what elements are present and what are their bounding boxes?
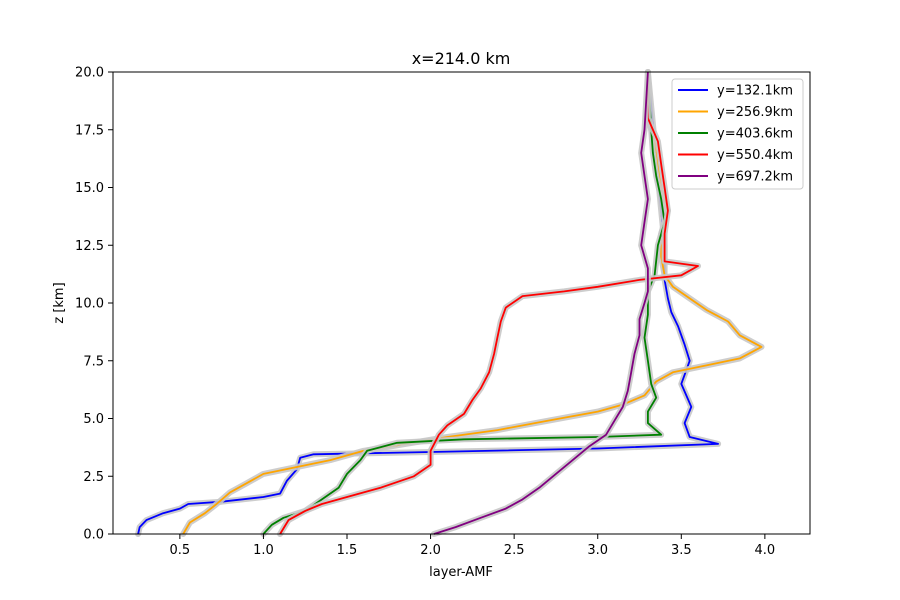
x-tick-label: 4.0 [755, 543, 776, 558]
legend-entry-label: y=132.1km [717, 84, 793, 99]
legend: y=132.1km y=256.9km y=403.6km y=550.4km y=69… [671, 78, 804, 190]
x-tick-label: 3.0 [587, 543, 608, 558]
x-tick-label: 1.0 [253, 543, 274, 558]
y-tick-label: 5.0 [83, 412, 104, 427]
y-axis-label: z [km] [52, 282, 67, 323]
y-axis-ticks: 0.0 2.5 5.0 7.5 10.0 12.5 15.0 17.5 20.0 [75, 66, 113, 543]
y-tick-label: 15.0 [75, 181, 104, 196]
legend-entry-label: y=550.4km [717, 148, 793, 163]
y-tick-label: 12.5 [75, 239, 104, 254]
y-tick-label: 7.5 [83, 354, 104, 369]
series-line-3 [262, 71, 666, 535]
legend-entry-label: y=256.9km [717, 105, 793, 120]
x-tick-label: 0.5 [170, 543, 191, 558]
series-uncertainty-band [430, 69, 651, 537]
legend-items: y=132.1km y=256.9km y=403.6km y=550.4km y=69… [678, 84, 793, 185]
series-line-4 [279, 72, 699, 535]
legend-entry-label: y=403.6km [717, 127, 793, 142]
x-tick-label: 2.5 [504, 543, 525, 558]
y-tick-label: 0.0 [83, 528, 104, 543]
y-tick-label: 20.0 [75, 66, 104, 81]
series-line-5 [433, 71, 649, 535]
legend-entry-label: y=697.2km [717, 170, 793, 185]
x-tick-label: 2.0 [420, 543, 441, 558]
x-tick-label: 3.5 [671, 543, 692, 558]
legend-box [671, 78, 804, 190]
y-tick-label: 17.5 [75, 123, 104, 138]
x-axis-label: layer-AMF [429, 565, 493, 580]
series-uncertainty-band [277, 69, 701, 537]
x-axis-ticks: 0.5 1.0 1.5 2.0 2.5 3.0 3.5 4.0 [170, 534, 776, 558]
series-uncertainty-band [260, 69, 668, 537]
y-tick-label: 2.5 [83, 470, 104, 485]
chart-title: x=214.0 km [412, 49, 511, 68]
y-tick-label: 10.0 [75, 297, 104, 312]
series-layer [135, 69, 765, 537]
x-tick-label: 1.5 [337, 543, 358, 558]
